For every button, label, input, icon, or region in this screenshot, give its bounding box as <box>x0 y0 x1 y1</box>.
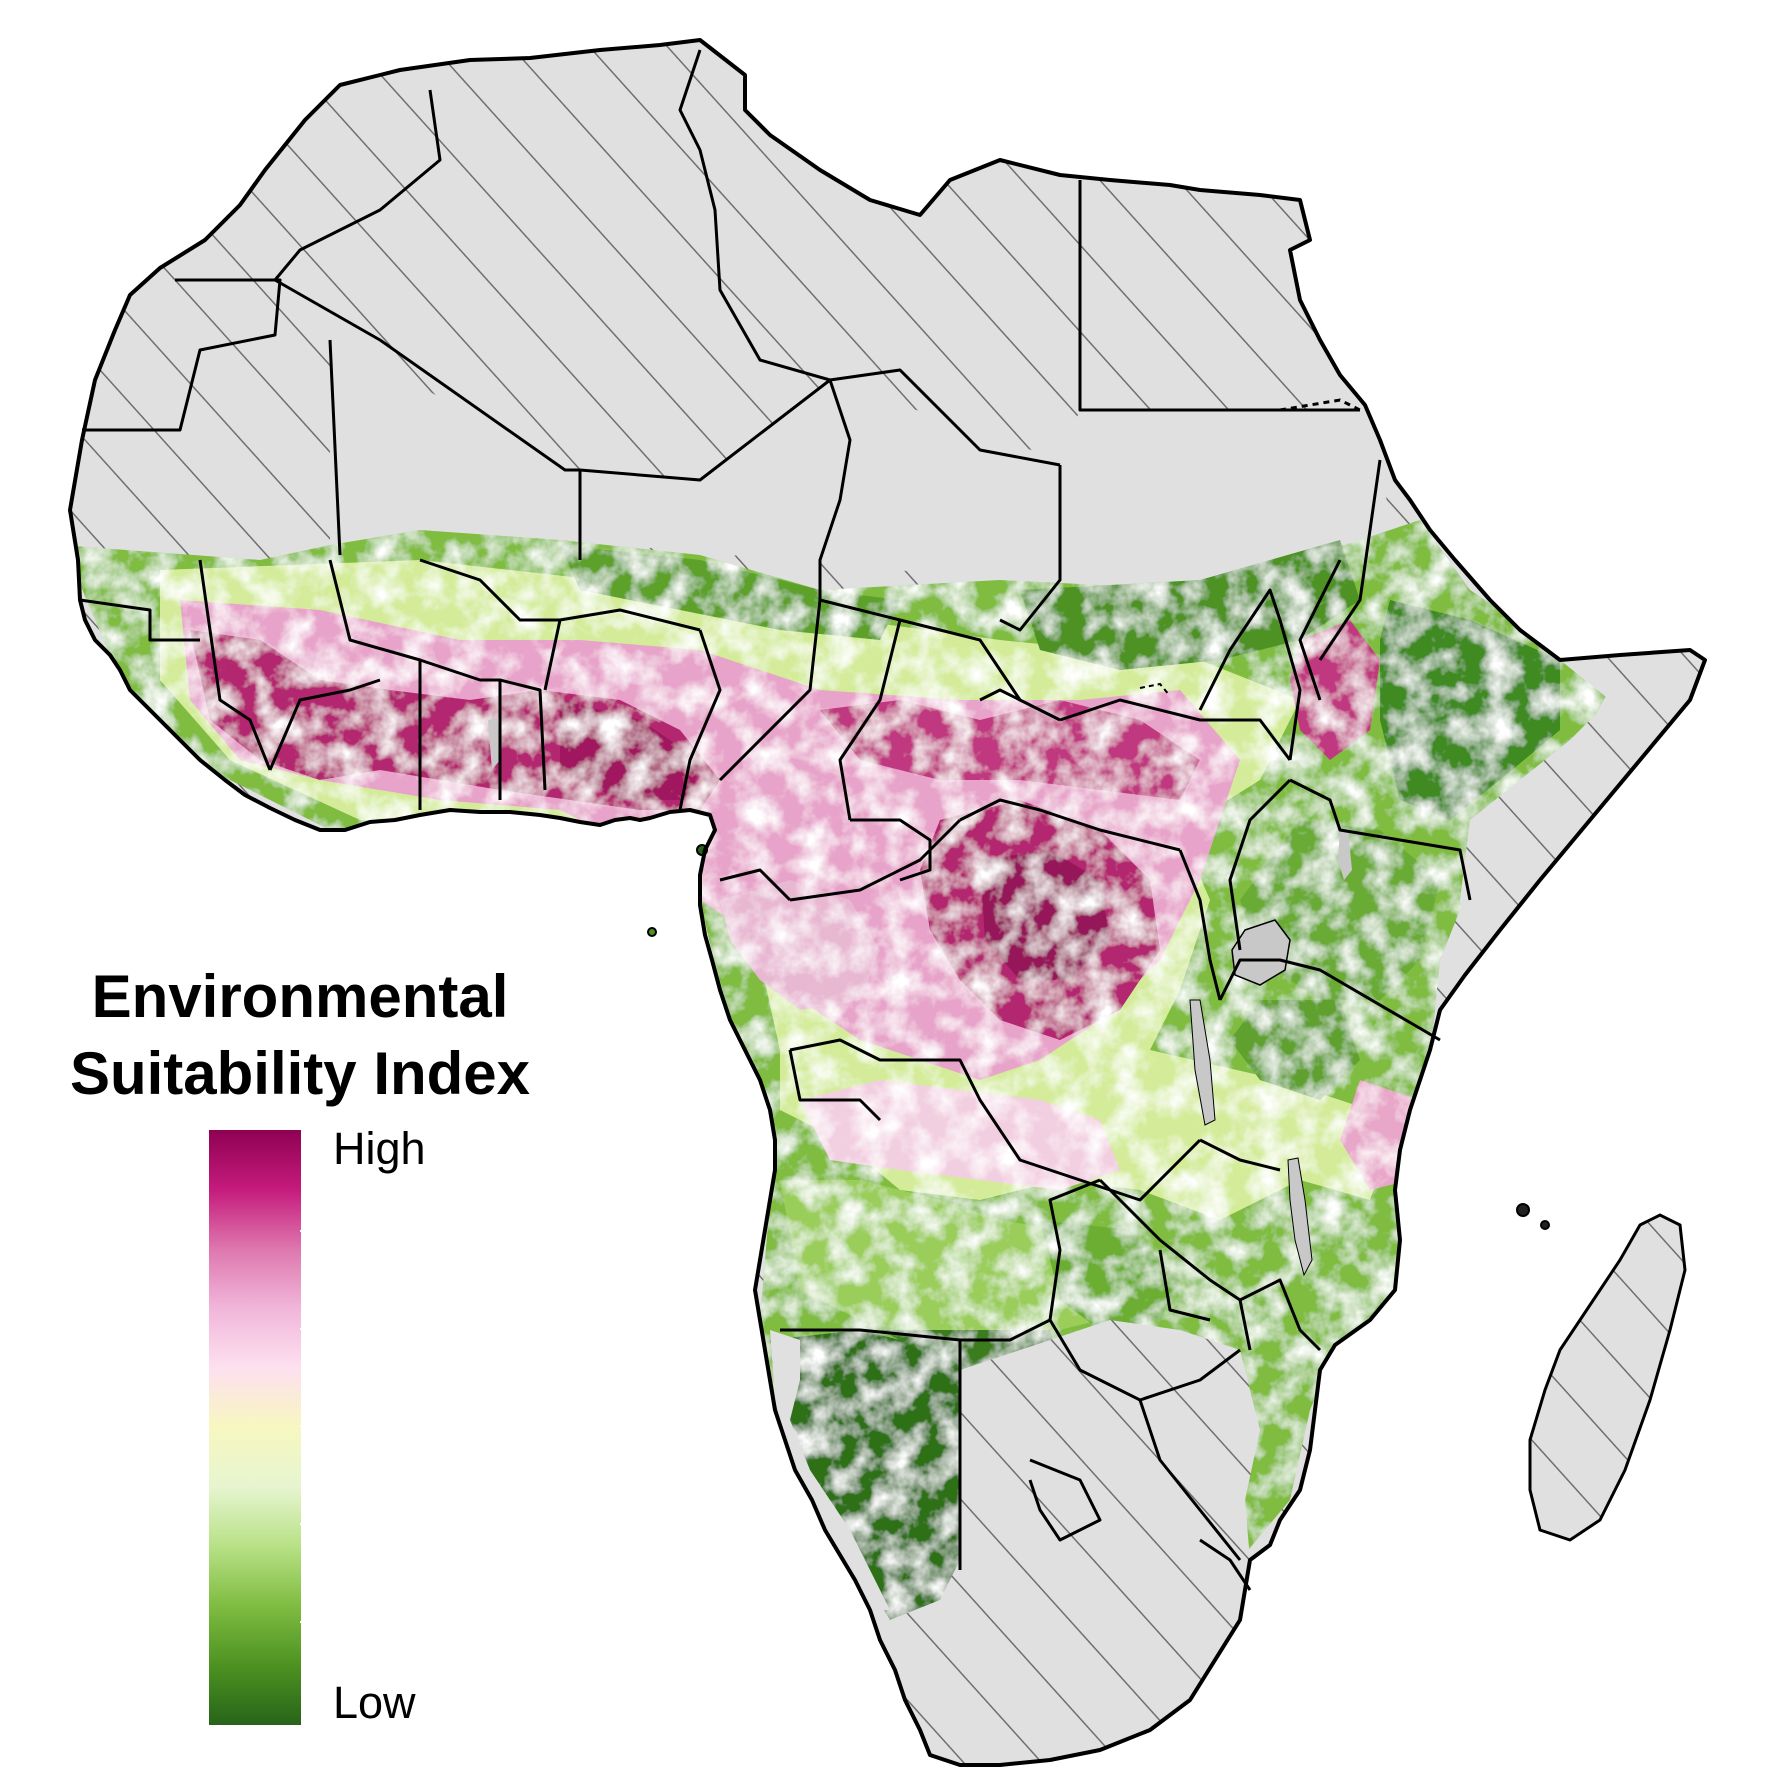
lake-victoria <box>1231 919 1291 986</box>
disputed-border-dashed <box>1139 682 1171 697</box>
lake-turkana <box>1338 830 1352 880</box>
legend-title-line1: Environmental <box>91 963 509 1030</box>
sahara-grey-region <box>330 340 1400 600</box>
legend-title-line2: Suitability Index <box>69 1040 531 1107</box>
lake-volta <box>488 718 500 770</box>
legend-title: Environmental Suitability Index <box>20 958 580 1112</box>
legend-ticks <box>300 1230 308 1623</box>
lake-tanganyika <box>1189 999 1216 1126</box>
comoros-island <box>1540 1220 1550 1230</box>
disputed-border-dashed <box>1279 398 1361 412</box>
lake-malawi <box>1287 1157 1313 1277</box>
legend-color-bar <box>209 1130 301 1725</box>
sao-tome-island <box>647 927 657 937</box>
madagascar <box>1528 1213 1687 1542</box>
legend-low-label: Low <box>333 1677 416 1728</box>
country-borders <box>68 38 1707 1767</box>
somalia-excluded <box>1460 648 1705 960</box>
comoros-island <box>1516 1203 1530 1217</box>
southern-africa-excluded <box>890 1320 1260 1765</box>
legend-high-label: High <box>333 1123 426 1174</box>
namib-coast-grey <box>770 1330 890 1610</box>
